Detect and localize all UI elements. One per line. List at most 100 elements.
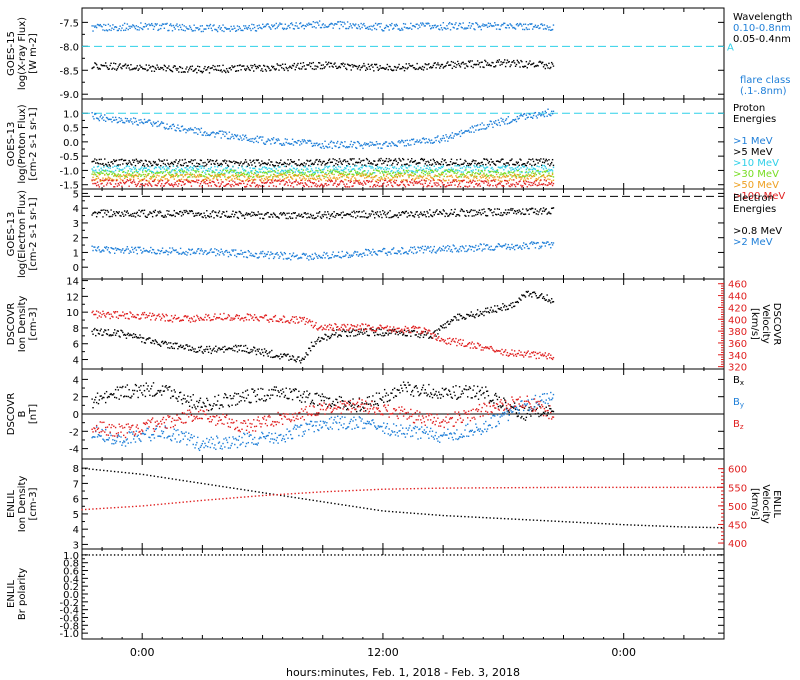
data-point: [206, 176, 208, 178]
data-point: [279, 143, 281, 145]
data-point: [235, 161, 238, 163]
data-point: [235, 174, 238, 176]
data-point: [183, 162, 185, 165]
data-point: [278, 162, 280, 165]
data-point: [528, 213, 530, 215]
data-point: [167, 128, 169, 130]
data-point: [128, 25, 130, 28]
data-point: [513, 62, 516, 64]
data-point: [363, 180, 365, 182]
data-point: [436, 185, 438, 187]
data-point: [481, 180, 483, 183]
data-point: [275, 22, 278, 25]
data-point: [367, 63, 370, 65]
data-point: [525, 60, 528, 63]
data-point: [475, 183, 477, 185]
data-point: [122, 171, 124, 173]
data-point: [191, 176, 194, 178]
data-point: [461, 163, 463, 165]
data-point: [343, 214, 345, 217]
data-point: [253, 162, 256, 164]
data-point: [99, 212, 101, 214]
data-point: [480, 165, 482, 167]
data-point: [351, 185, 353, 188]
data-point: [522, 66, 525, 68]
data-point: [174, 182, 176, 184]
data-point: [433, 175, 435, 178]
data-point: [434, 169, 436, 172]
y-tick-label: 4: [73, 204, 79, 215]
data-point: [550, 181, 553, 184]
data-point: [217, 132, 220, 135]
data-point: [122, 213, 124, 215]
data-point: [401, 67, 403, 70]
data-point: [534, 172, 537, 174]
data-point: [290, 66, 292, 68]
data-point: [353, 158, 355, 160]
data-point: [432, 142, 435, 144]
data-point: [536, 64, 538, 67]
data-point: [281, 163, 283, 166]
data-point: [283, 212, 286, 215]
data-point: [324, 183, 326, 185]
data-point: [115, 165, 118, 168]
data-point: [273, 170, 276, 172]
data-point: [259, 26, 261, 29]
data-point: [205, 169, 207, 172]
y-tick-label: -8.0: [59, 42, 79, 53]
data-point: [463, 165, 465, 168]
data-point: [493, 121, 495, 123]
data-point: [283, 184, 286, 186]
data-point: [346, 173, 349, 176]
data-point: [352, 66, 354, 68]
data-point: [167, 179, 169, 181]
data-point: [541, 23, 543, 25]
data-point: [154, 161, 157, 163]
data-point: [197, 165, 199, 167]
data-point: [244, 159, 247, 161]
data-point: [535, 178, 538, 180]
data-point: [277, 138, 279, 140]
data-point: [493, 211, 495, 213]
data-point: [209, 179, 212, 181]
data-point: [489, 64, 491, 67]
data-point: [217, 175, 220, 177]
data-point: [119, 120, 121, 123]
data-point: [181, 211, 184, 214]
data-point: [418, 216, 420, 218]
data-point: [141, 251, 144, 253]
data-point: [542, 66, 545, 68]
data-point: [196, 214, 198, 217]
data-point: [114, 174, 116, 176]
data-point: [104, 65, 106, 67]
data-point: [109, 215, 111, 218]
data-point: [325, 26, 327, 28]
data-point: [147, 173, 149, 175]
data-point: [491, 166, 493, 169]
data-point: [453, 162, 455, 164]
data-point: [164, 128, 166, 130]
data-point: [415, 68, 417, 70]
data-point: [283, 178, 286, 180]
data-point: [329, 23, 332, 25]
data-point: [530, 168, 532, 171]
data-point: [246, 173, 249, 175]
data-point: [360, 66, 362, 69]
data-point: [344, 178, 346, 181]
data-point: [436, 170, 438, 173]
data-point: [467, 211, 469, 214]
data-point: [484, 211, 486, 213]
data-point: [486, 184, 489, 186]
data-point: [405, 210, 408, 213]
data-point: [484, 168, 486, 170]
data-point: [381, 185, 383, 187]
data-point: [496, 59, 499, 62]
y-tick-label: 5: [73, 189, 79, 200]
data-point: [270, 69, 272, 71]
data-point: [102, 64, 104, 67]
data-point: [275, 161, 278, 163]
data-point: [474, 28, 476, 31]
data-point: [237, 172, 240, 174]
data-point: [123, 29, 125, 32]
